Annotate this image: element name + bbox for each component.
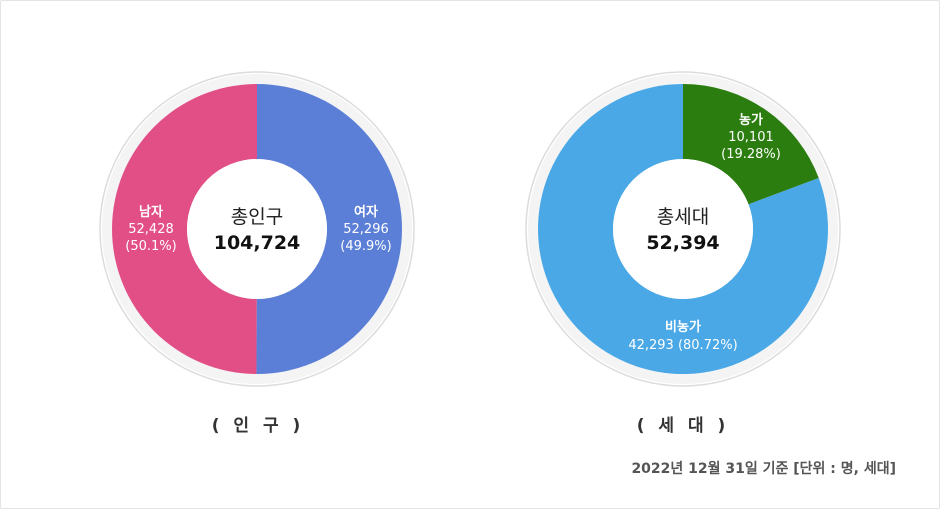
slice-name: 비농가 [665, 320, 701, 335]
household-slice-0 [683, 84, 819, 205]
slice-value: 52,296 [343, 222, 389, 237]
household-caption: ( 세 대 ) [636, 416, 730, 436]
household-donut-hole [613, 159, 753, 299]
population-slice-0 [256, 84, 403, 374]
household-donut-chart: 총세대 52,394 농가 10,101 (19.28%) 비농가 42,293 (80.7… [525, 71, 841, 387]
household-slice-label-1: 비농가 42,293 (80.72%) [628, 320, 737, 353]
slice-percent: (50.1%) [125, 239, 176, 254]
population-donut-chart: 총인구 104,724 남자 52,428 (50.1%) 여자 52,296 (49.9%) [99, 71, 415, 387]
slice-name: 여자 [354, 204, 378, 220]
population-center-label: 총인구 [231, 206, 283, 228]
population-caption: ( 인 구 ) [211, 416, 305, 436]
slice-value: 10,101 [728, 130, 774, 145]
slice-name: 농가 [739, 113, 763, 128]
slice-value-percent: 42,293 (80.72%) [628, 338, 737, 353]
household-center-value: 52,394 [646, 232, 719, 254]
population-center-value: 104,724 [214, 232, 301, 254]
slice-value: 52,428 [128, 222, 174, 237]
reference-date-footnote: 2022년 12월 31일 기준 [단위 : 명, 세대] [631, 461, 896, 477]
household-slice-1 [538, 84, 828, 374]
slice-percent: (49.9%) [340, 239, 391, 254]
population-donut-hole [187, 159, 327, 299]
population-slice-label-1: 여자 52,296 (49.9%) [340, 204, 391, 254]
population-slice-label-0: 남자 52,428 (50.1%) [125, 204, 176, 254]
population-slice-1 [112, 84, 257, 374]
slice-name: 남자 [139, 204, 163, 220]
household-slice-label-0: 농가 10,101 (19.28%) [721, 113, 781, 162]
slice-percent: (19.28%) [721, 147, 781, 162]
household-center-label: 총세대 [657, 206, 709, 228]
